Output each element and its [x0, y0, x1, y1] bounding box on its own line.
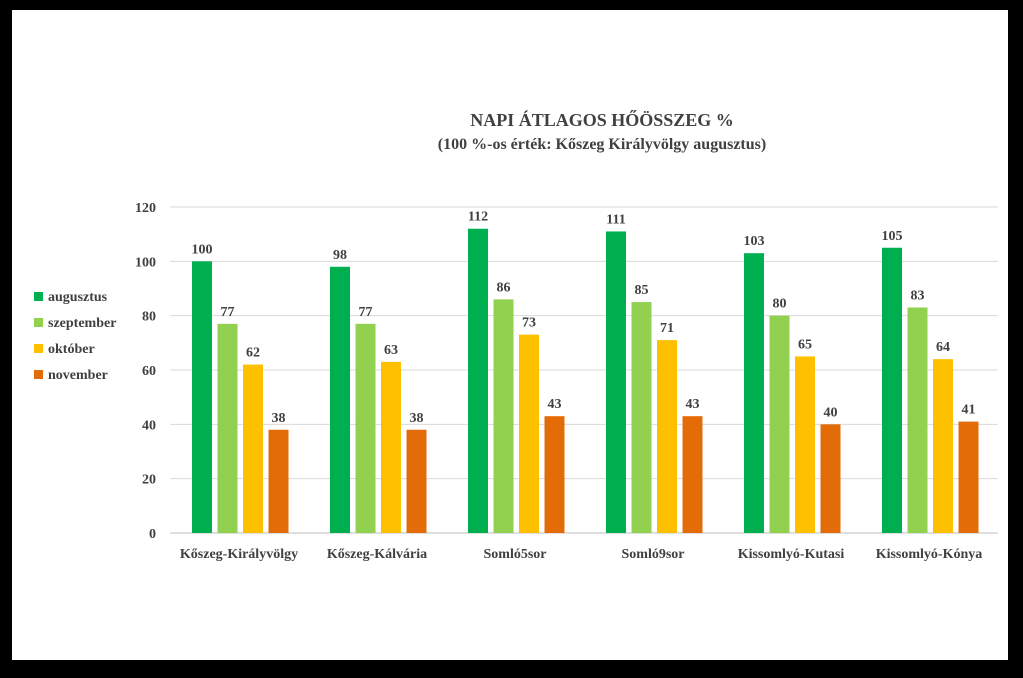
x-tick-label: Somló5sor	[484, 547, 547, 562]
data-label: 98	[333, 248, 347, 263]
x-tick-label: Kőszeg-Királyvölgy	[180, 547, 298, 562]
bar-október	[381, 361, 401, 533]
data-label: 41	[962, 403, 976, 418]
data-label: 43	[686, 397, 700, 412]
legend-label: november	[48, 368, 108, 383]
bar-szeptember	[217, 323, 238, 533]
data-label: 83	[911, 289, 925, 304]
legend-swatch	[34, 292, 43, 301]
x-tick-label: Kissomlyó-Kutasi	[738, 547, 845, 562]
bar-szeptember	[907, 307, 928, 533]
y-axis: 0 20 40 60 80 100 120	[135, 201, 156, 542]
y-tick-label: 20	[142, 473, 156, 488]
bar-november	[268, 429, 289, 533]
chart-frame: NAPI ÁTLAGOS HŐÖSSZEG % (100 %-os érték:…	[12, 10, 1008, 660]
bar-november	[544, 416, 565, 533]
chart-svg: NAPI ÁTLAGOS HŐÖSSZEG % (100 %-os érték:…	[34, 109, 998, 562]
bar-augusztus	[468, 228, 488, 533]
data-label: 71	[660, 321, 674, 336]
x-axis: Kőszeg-Királyvölgy Kőszeg-Kálvária Somló5s…	[180, 547, 982, 562]
data-label: 40	[824, 405, 838, 420]
data-label: 77	[221, 305, 235, 320]
bar-október	[795, 356, 815, 533]
bar-október	[933, 359, 953, 533]
bar-szeptember	[631, 302, 652, 533]
bars	[192, 228, 979, 533]
data-label: 100	[192, 242, 213, 257]
bar-október	[519, 334, 539, 533]
legend-swatch	[34, 318, 43, 327]
bar-augusztus	[882, 247, 902, 533]
bar-október	[243, 364, 263, 533]
y-tick-label: 120	[135, 201, 156, 216]
data-labels: 100 77 62 38 98 77 63 38 112 86 73 43 111 85 71 43 103 80…	[192, 210, 976, 426]
data-label: 38	[272, 411, 286, 426]
bar-szeptember	[769, 315, 790, 533]
y-tick-label: 100	[135, 255, 156, 270]
y-tick-label: 80	[142, 310, 156, 325]
gridlines	[170, 206, 998, 534]
bar-november	[682, 416, 703, 533]
data-label: 105	[882, 229, 903, 244]
x-tick-label: Kőszeg-Kálvária	[327, 547, 427, 562]
bar-augusztus	[330, 266, 350, 533]
bar-november	[406, 429, 427, 533]
y-tick-label: 60	[142, 364, 156, 379]
chart-title: NAPI ÁTLAGOS HŐÖSSZEG %	[470, 109, 734, 130]
y-tick-label: 0	[149, 527, 156, 542]
data-label: 77	[359, 305, 373, 320]
data-label: 73	[522, 316, 536, 331]
legend-swatch	[34, 344, 43, 353]
data-label: 111	[606, 212, 625, 227]
data-label: 112	[468, 210, 488, 225]
data-label: 85	[635, 283, 649, 298]
bar-augusztus	[192, 261, 212, 533]
legend: augusztus szeptember október november	[34, 290, 116, 383]
data-label: 43	[548, 397, 562, 412]
data-label: 38	[410, 411, 424, 426]
bar-augusztus	[606, 231, 626, 533]
bar-augusztus	[744, 253, 764, 533]
x-tick-label: Somló9sor	[622, 547, 685, 562]
legend-label: szeptember	[48, 316, 116, 331]
chart-subtitle: (100 %-os érték: Kőszeg Királyvölgy augu…	[438, 136, 766, 153]
data-label: 62	[246, 346, 260, 361]
bar-szeptember	[493, 299, 514, 533]
bar-november	[958, 421, 979, 533]
data-label: 63	[384, 343, 398, 358]
data-label: 65	[798, 337, 812, 352]
data-label: 103	[744, 234, 765, 249]
legend-label: augusztus	[48, 290, 108, 305]
data-label: 80	[773, 297, 787, 312]
bar-szeptember	[355, 323, 376, 533]
legend-label: október	[48, 342, 95, 357]
y-tick-label: 40	[142, 418, 156, 433]
data-label: 64	[936, 340, 950, 355]
bar-október	[657, 340, 677, 533]
bar-november	[820, 424, 841, 533]
x-tick-label: Kissomlyó-Kónya	[876, 547, 983, 562]
legend-swatch	[34, 370, 43, 379]
data-label: 86	[497, 280, 511, 295]
